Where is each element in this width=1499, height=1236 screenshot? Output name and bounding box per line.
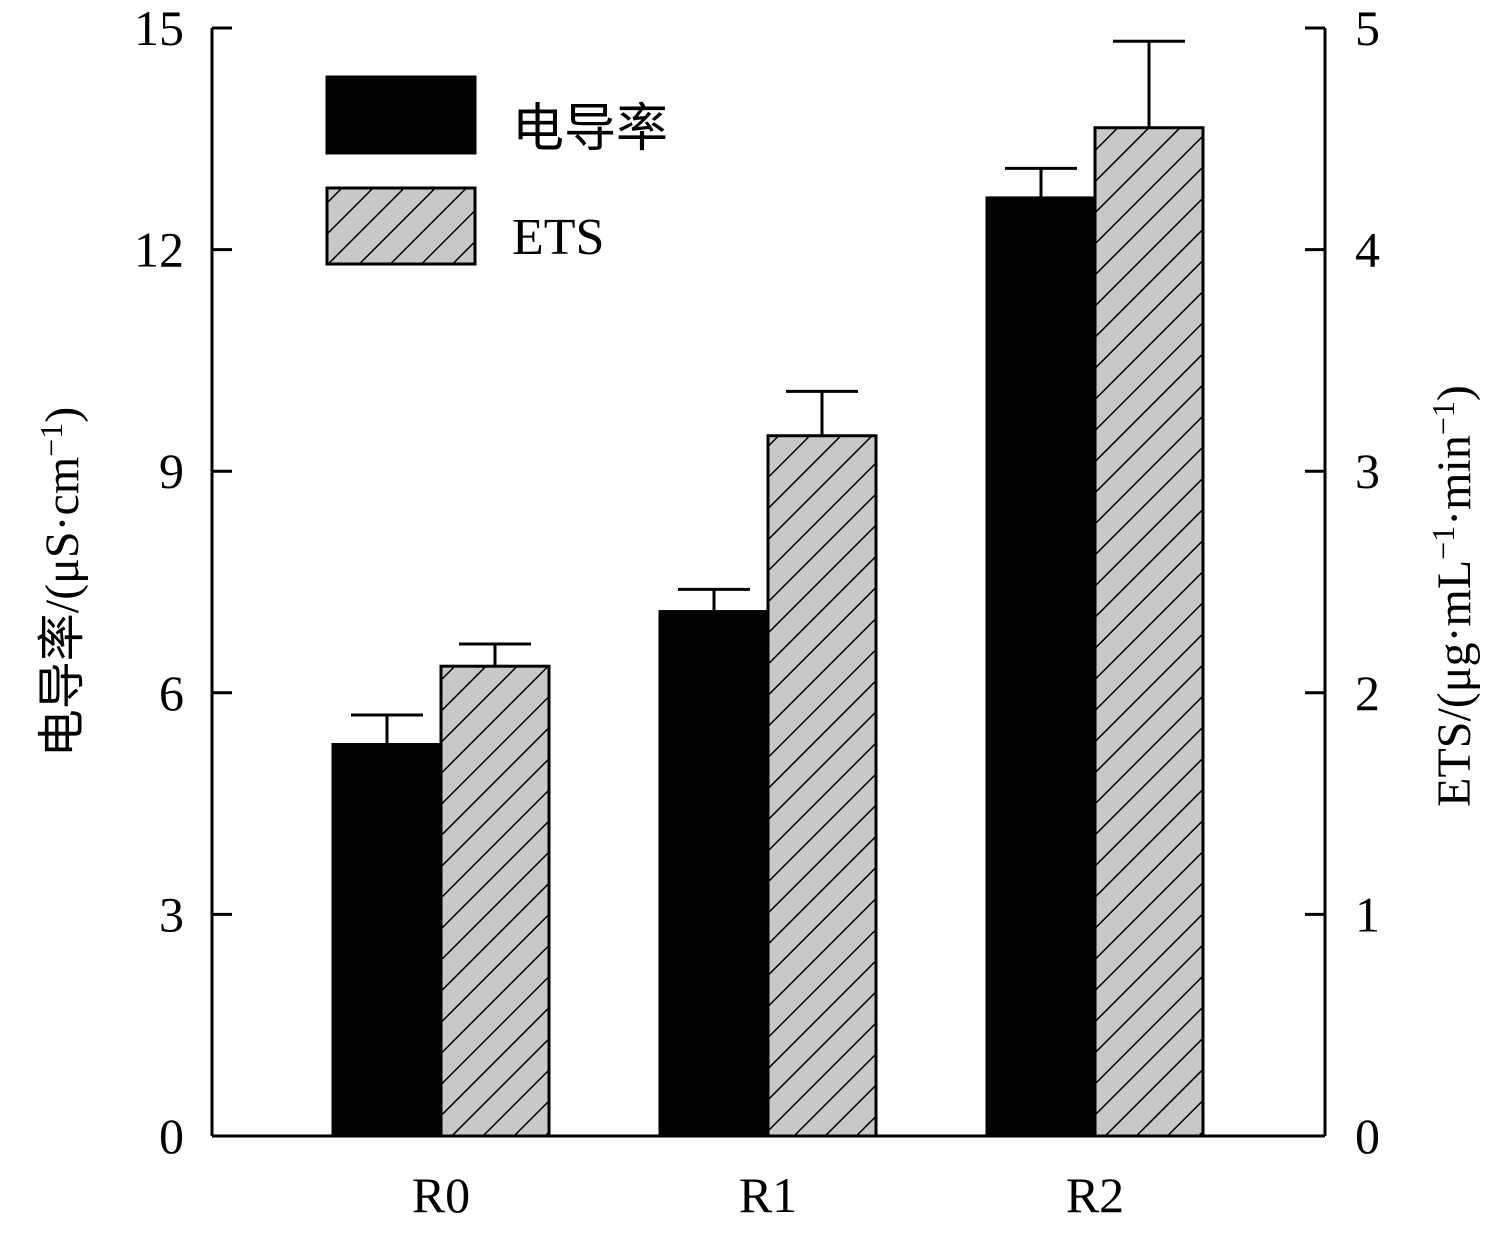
left-axis-title-superscript: −1 xyxy=(33,423,69,457)
right-axis-title-superscript-2: −1 xyxy=(1425,401,1461,435)
right-tick-label: 3 xyxy=(1355,443,1380,499)
legend-label-ets: ETS xyxy=(512,209,604,266)
x-tick-label-r1: R1 xyxy=(739,1167,797,1223)
right-tick-label: 2 xyxy=(1355,665,1380,721)
axes xyxy=(210,28,1327,1138)
left-axis-title-main: 电导率/(μS·cm xyxy=(36,457,89,757)
left-axis-title: 电导率/(μS·cm−1) xyxy=(33,407,89,757)
x-ticks: R0 R1 R2 xyxy=(412,1167,1124,1223)
right-axis-title-superscript-1: −1 xyxy=(1425,526,1461,560)
left-tick-label: 12 xyxy=(134,222,184,278)
legend-swatch-conductivity xyxy=(325,75,477,155)
right-axis-title-end: ) xyxy=(1428,385,1481,401)
left-tick-label: 6 xyxy=(159,665,184,721)
right-tick-label: 0 xyxy=(1355,1108,1380,1164)
left-axis-title-end: ) xyxy=(36,407,89,423)
left-y-ticks: 0 3 6 9 12 15 xyxy=(134,0,232,1164)
right-tick-label: 4 xyxy=(1355,222,1380,278)
bars-layer xyxy=(331,126,1205,1138)
bar-ets-r0 xyxy=(439,664,551,1138)
legend-label-conductivity: 电导率 xyxy=(512,101,668,158)
left-tick-label: 0 xyxy=(159,1108,184,1164)
right-axis-title-main: ETS/(μg·mL xyxy=(1428,560,1481,807)
right-axis-title: ETS/(μg·mL−1·min−1) xyxy=(1425,385,1481,807)
bar-conductivity-r1 xyxy=(658,610,770,1138)
bar-ets-r1 xyxy=(766,434,878,1138)
legend: 电导率 ETS xyxy=(325,75,668,266)
bar-conductivity-r2 xyxy=(985,196,1097,1138)
right-y-ticks: 0 1 2 3 4 5 xyxy=(1305,0,1380,1164)
left-tick-label: 3 xyxy=(159,886,184,942)
right-tick-label: 5 xyxy=(1355,0,1380,56)
right-tick-label: 1 xyxy=(1355,886,1380,942)
bar-conductivity-r0 xyxy=(331,743,443,1138)
x-tick-label-r0: R0 xyxy=(412,1167,470,1223)
x-tick-label-r2: R2 xyxy=(1066,1167,1124,1223)
bar-ets-r2 xyxy=(1093,126,1205,1138)
left-tick-label: 15 xyxy=(134,0,184,56)
legend-swatch-ets xyxy=(325,186,477,266)
right-axis-title-middle: ·min xyxy=(1428,435,1481,526)
left-tick-label: 9 xyxy=(159,443,184,499)
error-bars-layer xyxy=(351,39,1185,745)
